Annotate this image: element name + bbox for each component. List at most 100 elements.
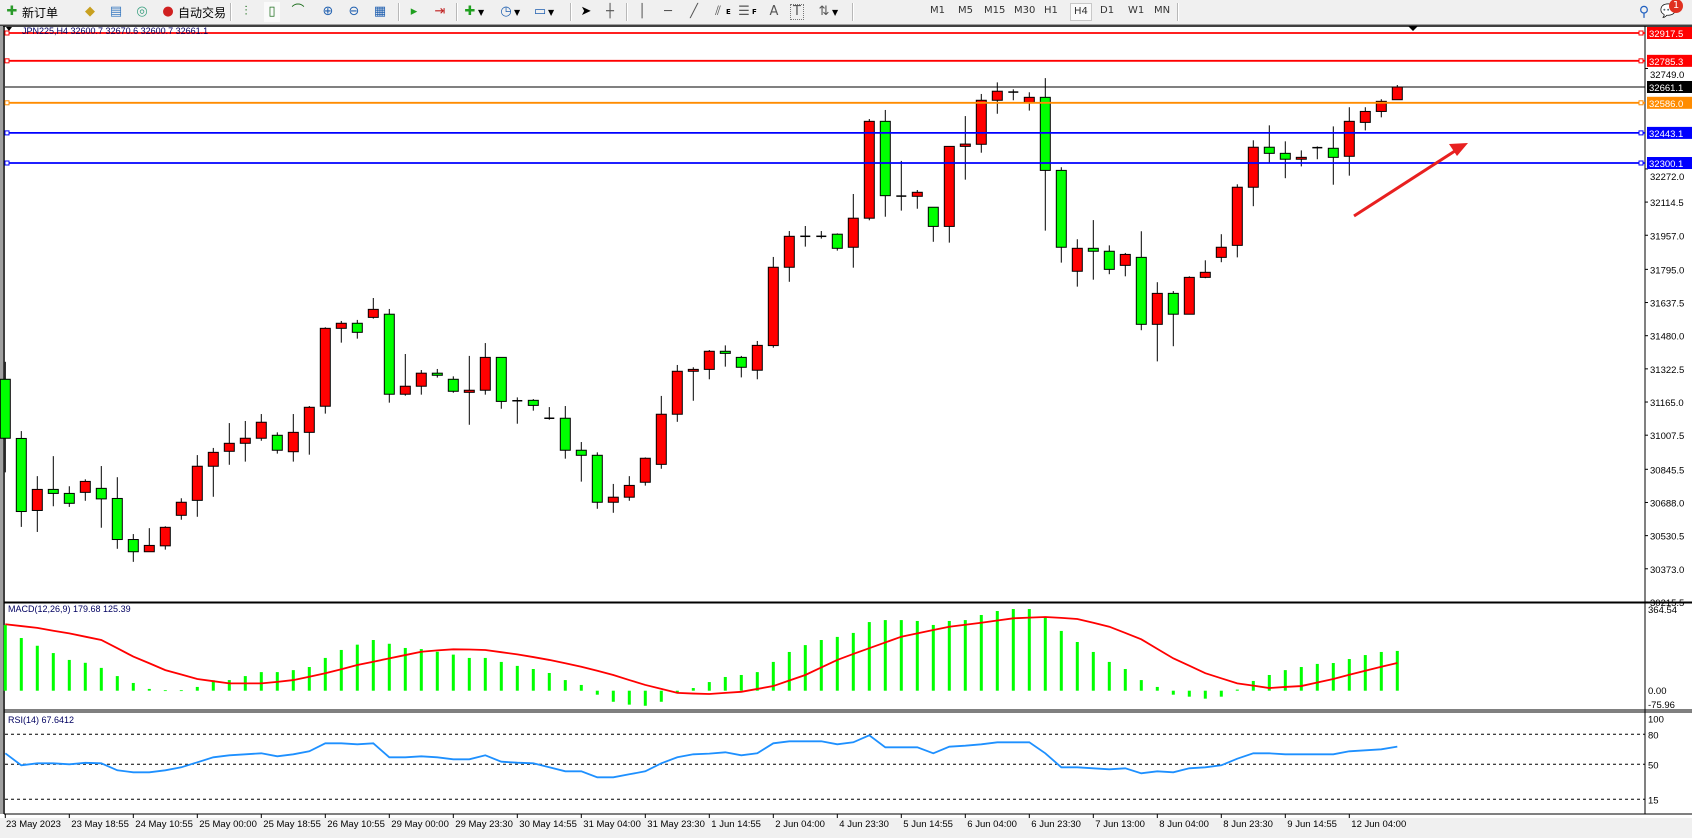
timeframe-h1[interactable]: H1 (1044, 5, 1058, 16)
fibonacci-label: F (752, 8, 757, 16)
auto-trading-icon: ● (162, 4, 174, 19)
candle-body (703, 350, 715, 370)
auto-scroll-button[interactable]: ▸ (406, 2, 422, 22)
candle (255, 414, 267, 441)
equidistant-channel-icon: ⫽ (715, 4, 721, 19)
macd-histogram-bar (755, 672, 759, 691)
price-label: 32443.1 (1649, 129, 1683, 140)
price-line: 32917.5 (4, 27, 1692, 40)
new-order-button[interactable]: ✚ 新订单 (4, 2, 58, 22)
timeframe-d1[interactable]: D1 (1100, 5, 1115, 16)
separator (398, 3, 400, 21)
timeframe-m1[interactable]: M1 (930, 5, 945, 16)
candle-body (671, 370, 683, 415)
macd-histogram-bar (339, 649, 343, 691)
candle-body (495, 356, 507, 402)
chart-shift-button[interactable]: ⇥ (432, 2, 448, 22)
text-label-button[interactable]: T (790, 2, 804, 22)
macd-histogram-bar (1155, 686, 1159, 691)
trendline-button[interactable]: ╱ (686, 2, 702, 22)
candle-body (31, 488, 43, 511)
indicators-button[interactable]: ✚ ▼ (462, 2, 485, 22)
equidistant-label: E (726, 8, 731, 16)
candle-body (991, 90, 1003, 101)
zoom-out-button[interactable]: ⊖ (346, 2, 362, 22)
macd-histogram-bar (899, 620, 903, 691)
timeframe-h4[interactable]: H4 (1070, 3, 1092, 21)
macd-histogram-bar (803, 645, 807, 691)
chart-frame (0, 24, 1692, 838)
candle (415, 370, 427, 395)
line-chart-button[interactable]: ⌒ (290, 2, 306, 22)
candle-body (735, 356, 747, 368)
vertical-line-icon: │ (638, 4, 646, 19)
candle-body (1039, 96, 1051, 171)
status-strip (0, 818, 1692, 838)
periods-button[interactable]: ◷ ▼ (498, 2, 520, 22)
search-button[interactable]: ⚲ (1636, 2, 1652, 22)
candle (63, 486, 75, 507)
candle (1008, 89, 1019, 101)
macd-histogram-bar (387, 643, 391, 691)
macd-histogram-bar (739, 674, 743, 691)
separator (456, 3, 458, 21)
candle (303, 406, 315, 455)
candle-body (879, 120, 891, 197)
candle (1119, 252, 1131, 277)
market-watch-button[interactable]: ◆ (82, 2, 98, 22)
vertical-line-button[interactable]: │ (634, 2, 650, 22)
horizontal-price-lines[interactable]: 32917.5 32785.3 32661.1 32586.0 32443.1 32300… (4, 27, 1692, 170)
candle (911, 189, 923, 209)
auto-scroll-icon: ▸ (410, 4, 418, 19)
price-label-box (1647, 54, 1692, 67)
chart-shift-marker-icon[interactable] (1408, 26, 1418, 31)
price-tick-label: 30845.5 (1650, 465, 1684, 476)
timeframe-m30[interactable]: M30 (1014, 5, 1036, 16)
candle (207, 447, 219, 497)
timeframe-mn[interactable]: MN (1154, 5, 1171, 16)
candle-body (127, 539, 139, 553)
cursor-button[interactable]: ➤ (578, 2, 594, 22)
zoom-in-button[interactable]: ⊕ (320, 2, 336, 22)
candle-body (335, 322, 347, 329)
timeframe-m15[interactable]: M15 (984, 5, 1006, 16)
macd-histogram-bar (579, 684, 583, 691)
signals-button[interactable]: ◎ (134, 2, 150, 22)
candle (127, 534, 139, 562)
rsi-line (4, 734, 1398, 779)
candle-body (79, 480, 91, 493)
price-label: 32917.5 (1649, 29, 1683, 40)
macd-histogram-bar (99, 667, 103, 691)
trend-arrow-annotation[interactable] (1353, 143, 1468, 218)
timeframe-w1[interactable]: W1 (1128, 5, 1145, 16)
candle (687, 367, 699, 401)
chart-menu-triangle-icon[interactable] (6, 27, 12, 31)
macd-axis-label: 364.54 (1648, 605, 1677, 616)
bar-chart-button[interactable]: ⫶ (238, 2, 254, 22)
navigator-button[interactable]: ▤ (108, 2, 124, 22)
macd-histogram-bar (435, 651, 439, 691)
auto-trading-button[interactable]: ● 自动交易 (160, 2, 226, 22)
candle-chart-button[interactable]: ▯ (264, 2, 280, 22)
templates-button[interactable]: ▭ ▼ (532, 2, 554, 22)
candle (1231, 184, 1243, 258)
arrows-button[interactable]: ⇅ ▼ (816, 2, 839, 22)
price-label: 32785.3 (1649, 57, 1683, 68)
fibonacci-button[interactable]: ☰ F (736, 2, 757, 22)
candle-body (415, 372, 427, 387)
crosshair-button[interactable]: ┼ (602, 2, 618, 22)
macd-histogram-bar (931, 624, 935, 691)
text-button[interactable]: A (766, 2, 782, 22)
candle (1071, 239, 1083, 287)
timeframe-m5[interactable]: M5 (958, 5, 973, 16)
notification-button[interactable]: 💬 1 (1660, 0, 1683, 22)
equidistant-channel-button[interactable]: ⫽ E (710, 2, 731, 22)
candle (1103, 245, 1115, 275)
price-axis: 32749.0 32272.0 32114.5 31957.0 31795.0 31637… (1645, 67, 1684, 609)
rsi-panel: 100 80 50 15 (4, 714, 1664, 806)
horizontal-line-button[interactable]: ─ (660, 2, 676, 22)
tile-windows-button[interactable]: ▦ (372, 2, 388, 22)
macd-histogram-bar (1139, 680, 1143, 691)
macd-histogram-bar (451, 654, 455, 691)
